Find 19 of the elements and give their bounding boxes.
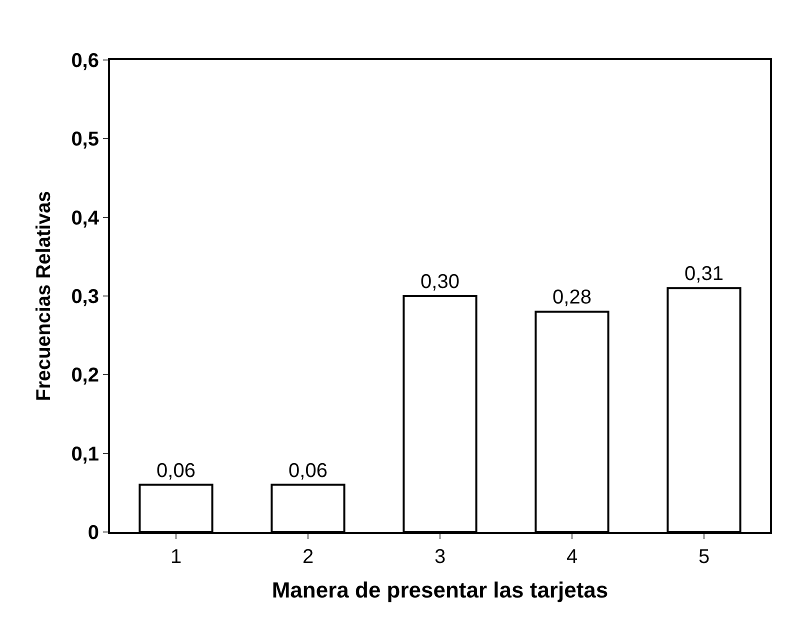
- y-tick-label: 0,6: [71, 50, 99, 72]
- x-tick-label: 3: [434, 546, 446, 568]
- y-tick-label: 0,5: [71, 128, 99, 151]
- x-tick-label: 4: [566, 546, 578, 568]
- data-label: 0,31: [684, 263, 724, 286]
- x-axis-title: Manera de presentar las tarjetas: [272, 577, 608, 602]
- data-label: 0,28: [552, 286, 592, 309]
- data-label: 0,06: [156, 460, 196, 482]
- y-tick-label: 0: [88, 522, 99, 544]
- y-tick-label: 0,2: [71, 364, 99, 387]
- x-tick-label: 5: [698, 546, 710, 568]
- data-label: 0,30: [420, 271, 460, 293]
- y-axis-title: Frecuencias Relativas: [33, 190, 56, 402]
- data-label: 0,06: [288, 460, 328, 482]
- x-tick-label: 1: [170, 546, 182, 568]
- y-tick-label: 0,3: [71, 286, 99, 308]
- y-tick-label: 0,1: [71, 443, 99, 466]
- x-tick-label: 2: [302, 546, 314, 568]
- y-tick-label: 0,4: [71, 207, 100, 230]
